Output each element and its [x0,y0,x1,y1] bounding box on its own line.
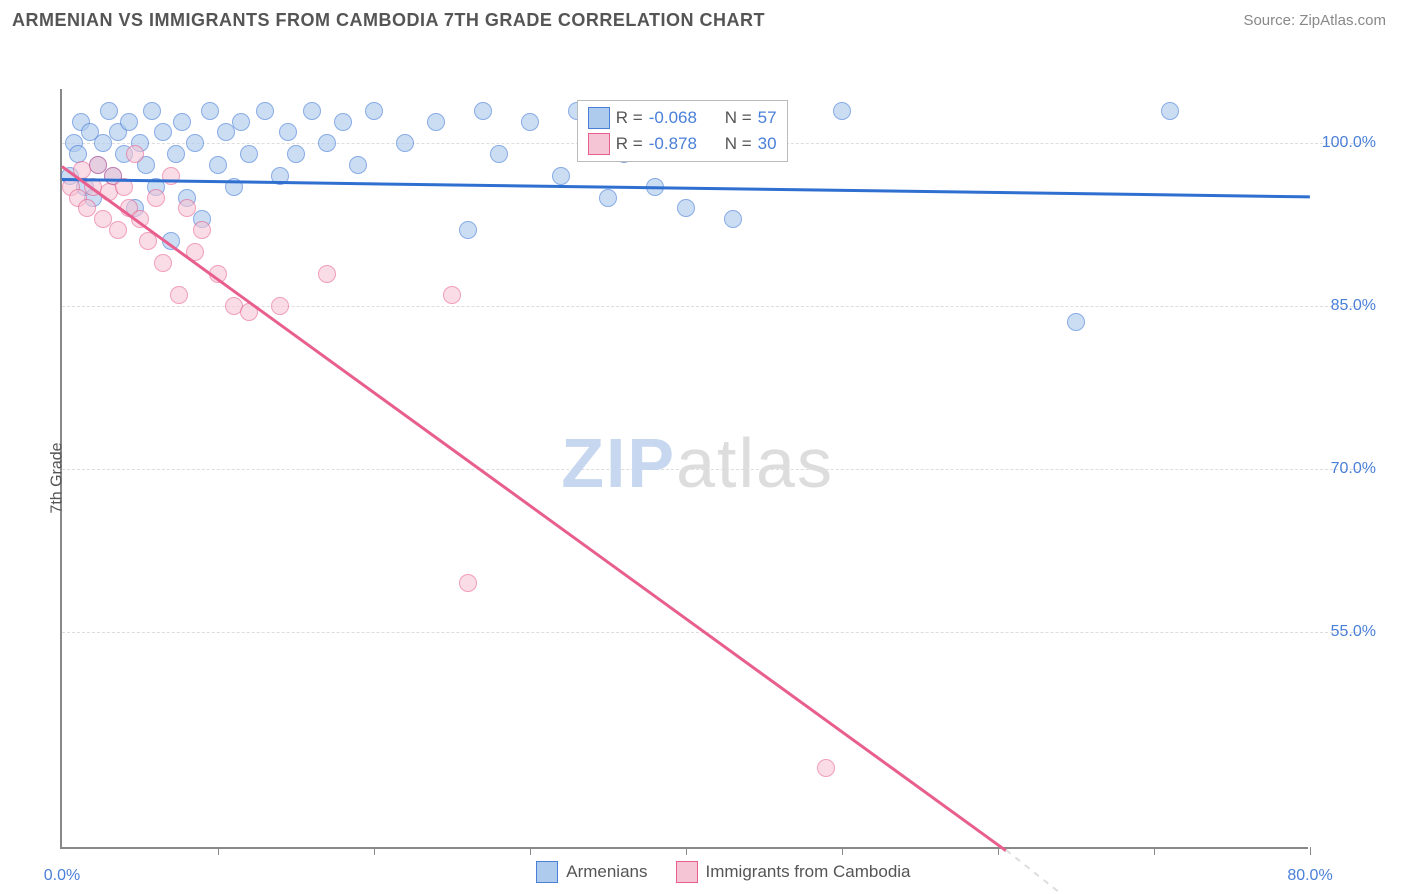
x-tick-label: 80.0% [1287,867,1332,885]
scatter-point-cambodia [443,286,461,304]
stats-legend: R = -0.068 N = 57 R = -0.878 N = 30 [577,100,788,162]
stats-legend-row: R = -0.878 N = 30 [588,131,777,157]
x-tick [530,847,531,855]
scatter-point-armenians [287,145,305,163]
scatter-point-armenians [173,113,191,131]
scatter-point-armenians [427,113,445,131]
r-label: R = [616,108,643,128]
scatter-point-armenians [552,167,570,185]
scatter-point-armenians [240,145,258,163]
y-tick-label: 55.0% [1331,623,1376,641]
scatter-point-armenians [521,113,539,131]
scatter-point-armenians [186,134,204,152]
scatter-point-cambodia [78,199,96,217]
gridline-h [62,632,1368,633]
scatter-point-armenians [1161,102,1179,120]
scatter-point-armenians [318,134,336,152]
r-value: -0.878 [649,134,719,154]
scatter-point-cambodia [89,156,107,174]
scatter-point-cambodia [154,254,172,272]
n-value: 57 [758,108,777,128]
x-tick [374,847,375,855]
y-tick-label: 100.0% [1322,134,1376,152]
scatter-point-armenians [154,123,172,141]
scatter-point-armenians [100,102,118,120]
trend-line-armenians [62,178,1310,198]
scatter-point-cambodia [94,210,112,228]
trend-dash-cambodia [1005,849,1061,894]
scatter-point-armenians [677,199,695,217]
scatter-point-cambodia [109,221,127,239]
scatter-point-armenians [217,123,235,141]
x-tick [686,847,687,855]
n-label: N = [725,108,752,128]
scatter-point-cambodia [459,574,477,592]
scatter-point-armenians [724,210,742,228]
legend-swatch [536,861,558,883]
legend-label: Immigrants from Cambodia [706,862,911,882]
scatter-point-armenians [490,145,508,163]
r-value: -0.068 [649,108,719,128]
x-tick [1154,847,1155,855]
trend-line-cambodia [61,165,1006,851]
legend-swatch [588,133,610,155]
scatter-point-cambodia [271,297,289,315]
scatter-point-armenians [459,221,477,239]
gridline-h [62,469,1368,470]
source-attribution: Source: ZipAtlas.com [1243,12,1386,29]
legend-item: Immigrants from Cambodia [676,861,911,883]
scatter-point-cambodia [193,221,211,239]
scatter-point-armenians [94,134,112,152]
scatter-point-cambodia [817,759,835,777]
scatter-point-armenians [167,145,185,163]
scatter-point-armenians [396,134,414,152]
scatter-point-cambodia [178,199,196,217]
scatter-point-armenians [303,102,321,120]
n-label: N = [725,134,752,154]
legend-swatch [588,107,610,129]
legend-item: Armenians [536,861,647,883]
x-tick [998,847,999,855]
scatter-point-armenians [69,145,87,163]
scatter-point-armenians [349,156,367,174]
x-tick [842,847,843,855]
watermark: ZIPatlas [561,423,834,503]
scatter-point-armenians [256,102,274,120]
scatter-point-armenians [279,123,297,141]
page-title: ARMENIAN VS IMMIGRANTS FROM CAMBODIA 7TH… [12,10,765,31]
x-tick [218,847,219,855]
scatter-point-armenians [232,113,250,131]
scatter-point-armenians [474,102,492,120]
scatter-point-armenians [1067,313,1085,331]
stats-legend-row: R = -0.068 N = 57 [588,105,777,131]
scatter-point-armenians [365,102,383,120]
scatter-point-armenians [599,189,617,207]
scatter-point-armenians [209,156,227,174]
y-axis-label: 7th Grade [49,442,67,513]
scatter-point-cambodia [318,265,336,283]
n-value: 30 [758,134,777,154]
scatter-point-armenians [334,113,352,131]
r-label: R = [616,134,643,154]
scatter-point-armenians [201,102,219,120]
series-legend: Armenians Immigrants from Cambodia [536,861,910,883]
x-tick [1310,847,1311,855]
scatter-point-armenians [120,113,138,131]
legend-label: Armenians [566,862,647,882]
legend-swatch [676,861,698,883]
y-tick-label: 85.0% [1331,297,1376,315]
scatter-point-armenians [143,102,161,120]
scatter-point-cambodia [126,145,144,163]
y-tick-label: 70.0% [1331,460,1376,478]
scatter-point-cambodia [170,286,188,304]
scatter-point-cambodia [147,189,165,207]
plot-area: 55.0%70.0%85.0%100.0%0.0%80.0%ZIPatlasR … [60,89,1308,849]
scatter-point-armenians [833,102,851,120]
x-tick-label: 0.0% [44,867,80,885]
